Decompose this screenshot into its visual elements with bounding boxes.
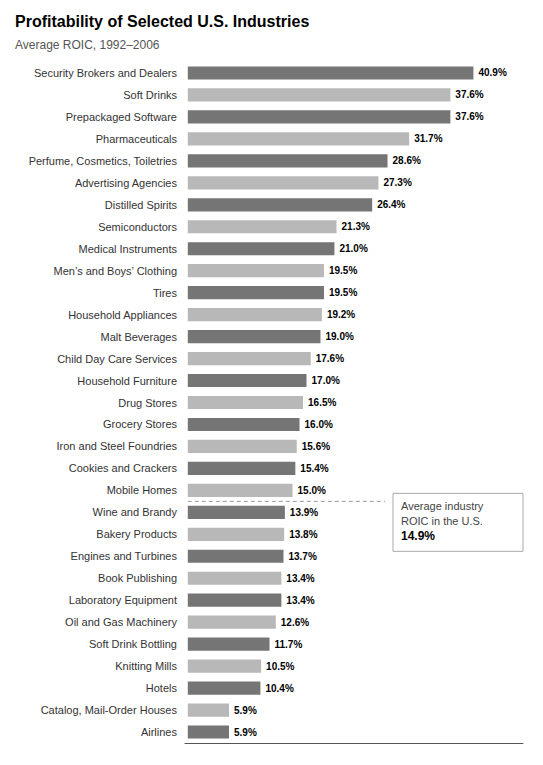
svg-text:Tires: Tires	[153, 287, 178, 299]
svg-text:5.9%: 5.9%	[234, 705, 257, 716]
svg-text:13.8%: 13.8%	[289, 529, 317, 540]
svg-text:Average industry: Average industry	[401, 500, 484, 512]
svg-text:13.9%: 13.9%	[290, 507, 318, 518]
svg-text:Bakery Products: Bakery Products	[96, 528, 177, 540]
svg-text:Iron and Steel Foundries: Iron and Steel Foundries	[57, 440, 178, 452]
svg-text:10.4%: 10.4%	[265, 683, 293, 694]
svg-text:Average ROIC, 1992–2006: Average ROIC, 1992–2006	[15, 38, 160, 52]
svg-text:28.6%: 28.6%	[393, 155, 421, 166]
svg-text:10.5%: 10.5%	[266, 661, 294, 672]
svg-text:21.3%: 21.3%	[342, 221, 370, 232]
svg-text:Soft Drink Bottling: Soft Drink Bottling	[89, 638, 177, 650]
svg-text:Wine and Brandy: Wine and Brandy	[93, 506, 178, 518]
svg-text:15.4%: 15.4%	[300, 463, 328, 474]
svg-text:17.6%: 17.6%	[316, 353, 344, 364]
svg-text:37.6%: 37.6%	[455, 89, 483, 100]
svg-text:40.9%: 40.9%	[478, 67, 506, 78]
svg-text:15.0%: 15.0%	[298, 485, 326, 496]
svg-text:Catalog, Mail-Order Houses: Catalog, Mail-Order Houses	[41, 704, 178, 716]
svg-text:19.5%: 19.5%	[329, 287, 357, 298]
svg-text:5.9%: 5.9%	[234, 727, 257, 738]
svg-text:17.0%: 17.0%	[312, 375, 340, 386]
svg-text:31.7%: 31.7%	[414, 133, 442, 144]
svg-text:Malt Beverages: Malt Beverages	[101, 331, 178, 343]
svg-text:Drug Stores: Drug Stores	[118, 397, 177, 409]
svg-text:Airlines: Airlines	[141, 726, 178, 738]
svg-text:12.6%: 12.6%	[281, 617, 309, 628]
svg-text:Perfume, Cosmetics, Toiletries: Perfume, Cosmetics, Toiletries	[29, 155, 178, 167]
svg-text:37.6%: 37.6%	[455, 111, 483, 122]
svg-text:19.5%: 19.5%	[329, 265, 357, 276]
svg-text:Soft Drinks: Soft Drinks	[123, 89, 177, 101]
svg-text:Oil and Gas Machinery: Oil and Gas Machinery	[65, 616, 177, 628]
svg-text:Pharmaceuticals: Pharmaceuticals	[96, 133, 178, 145]
svg-text:Cookies and Crackers: Cookies and Crackers	[69, 462, 178, 474]
svg-text:Hotels: Hotels	[146, 682, 178, 694]
svg-text:Semiconductors: Semiconductors	[98, 221, 177, 233]
svg-text:Grocery Stores: Grocery Stores	[103, 418, 177, 430]
svg-text:Mobile Homes: Mobile Homes	[107, 484, 178, 496]
svg-text:Household Appliances: Household Appliances	[68, 309, 177, 321]
svg-text:Book Publishing: Book Publishing	[98, 572, 177, 584]
svg-text:Distilled Spirits: Distilled Spirits	[105, 199, 178, 211]
svg-text:ROIC in the U.S.: ROIC in the U.S.	[401, 515, 483, 527]
svg-text:Laboratory Equipment: Laboratory Equipment	[69, 594, 177, 606]
svg-text:13.7%: 13.7%	[288, 551, 316, 562]
svg-text:16.5%: 16.5%	[308, 397, 336, 408]
svg-text:Household Furniture: Household Furniture	[77, 375, 177, 387]
svg-text:16.0%: 16.0%	[305, 419, 333, 430]
svg-text:Child Day Care Services: Child Day Care Services	[57, 353, 177, 365]
svg-text:Medical Instruments: Medical Instruments	[79, 243, 178, 255]
svg-text:21.0%: 21.0%	[339, 243, 367, 254]
svg-text:13.4%: 13.4%	[286, 573, 314, 584]
svg-text:26.4%: 26.4%	[377, 199, 405, 210]
svg-text:13.4%: 13.4%	[286, 595, 314, 606]
svg-text:Knitting Mills: Knitting Mills	[115, 660, 177, 672]
svg-text:Engines and Turbines: Engines and Turbines	[71, 550, 178, 562]
svg-text:Men’s and Boys’ Clothing: Men’s and Boys’ Clothing	[53, 265, 177, 277]
svg-text:15.6%: 15.6%	[302, 441, 330, 452]
svg-text:14.9%: 14.9%	[401, 529, 435, 543]
svg-text:27.3%: 27.3%	[383, 177, 411, 188]
svg-text:Advertising Agencies: Advertising Agencies	[75, 177, 178, 189]
svg-text:Profitability of Selected U.S.: Profitability of Selected U.S. Industrie…	[15, 13, 309, 30]
svg-text:Prepackaged Software: Prepackaged Software	[66, 111, 177, 123]
svg-text:11.7%: 11.7%	[275, 639, 303, 650]
svg-text:19.2%: 19.2%	[327, 309, 355, 320]
svg-text:Security Brokers and Dealers: Security Brokers and Dealers	[34, 67, 178, 79]
svg-text:19.0%: 19.0%	[325, 331, 353, 342]
